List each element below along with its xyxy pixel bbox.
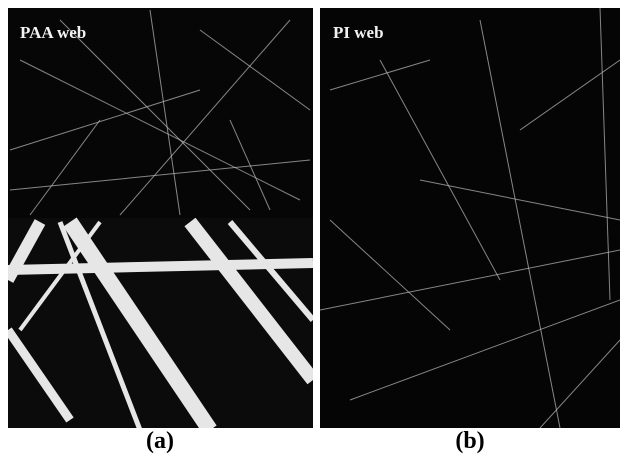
- figure: PAA web PI web (a) (b): [0, 0, 620, 465]
- micrograph-a: PAA web: [8, 8, 313, 430]
- panel-caption: (b): [455, 428, 484, 454]
- panel-title: PI web: [333, 23, 384, 42]
- panel-caption: (a): [146, 428, 174, 454]
- micrograph-b: PI web: [320, 8, 620, 428]
- panel-title: PAA web: [20, 23, 86, 42]
